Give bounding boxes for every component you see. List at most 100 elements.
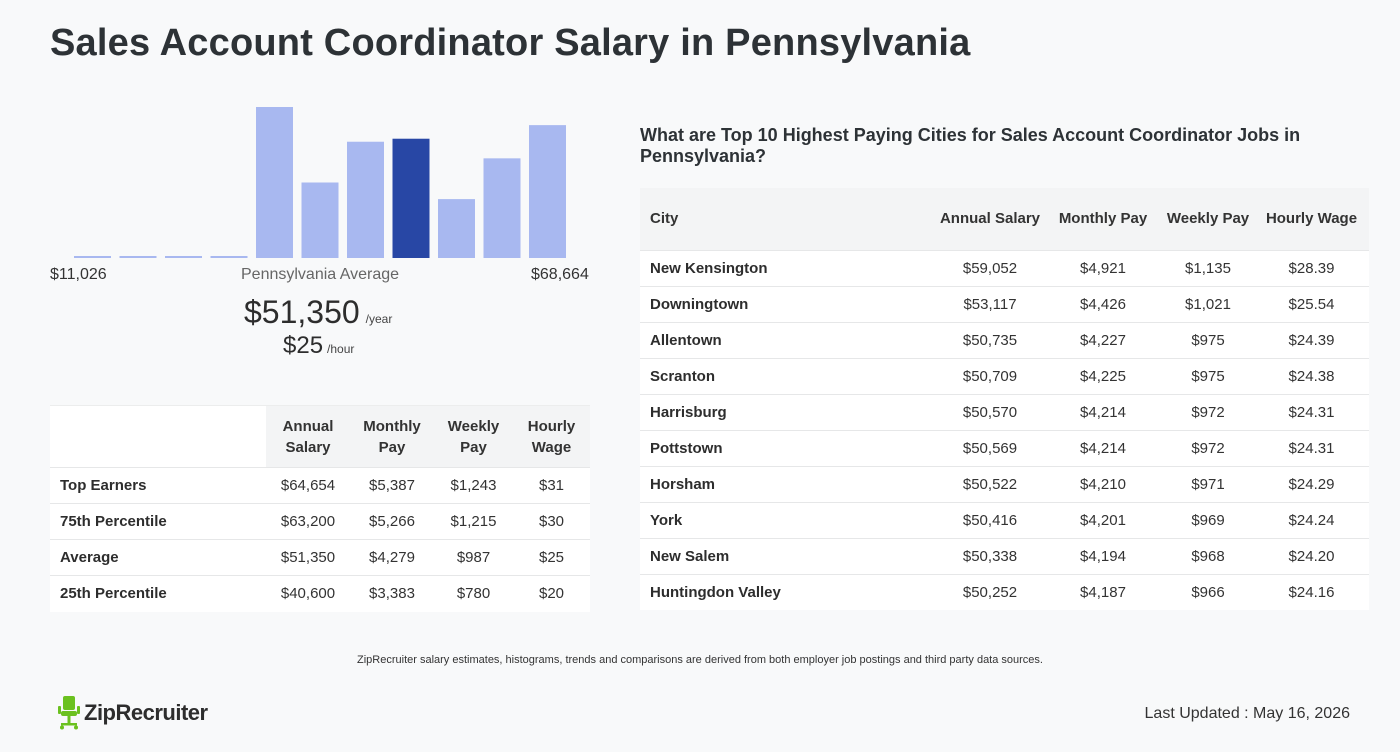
cities-table-body: New Kensington $59,052 $4,921 $1,135 $28.39 D…	[640, 250, 1369, 610]
monthly-pay: $5,387	[369, 477, 415, 494]
monthly-pay: $4,279	[369, 549, 415, 566]
last-updated: Last Updated : May 16, 2026	[1144, 705, 1350, 722]
city-name: Horsham	[650, 475, 716, 493]
table-row: Harrisburg $50,570 $4,214 $972 $24.31	[640, 394, 1369, 430]
histogram-bar	[438, 199, 475, 258]
header-blank	[50, 405, 266, 468]
logo-text: ZipRecruiter	[84, 700, 208, 725]
table-row: 75th Percentile $63,200 $5,266 $1,215 $30	[50, 503, 590, 540]
monthly-pay: $4,426	[1080, 295, 1126, 313]
average-hourly-value: $25	[283, 332, 324, 359]
header-weekly-pay: Weekly Pay	[434, 405, 513, 468]
weekly-pay: $780	[456, 585, 491, 603]
annual-salary: $64,654	[280, 477, 336, 494]
table-row: 25th Percentile $40,600 $3,383 $780 $20	[50, 575, 590, 612]
histogram-bar-average	[392, 138, 430, 258]
annual-salary: $50,735	[962, 331, 1018, 349]
weekly-pay: $969	[1191, 511, 1225, 529]
annual-salary: $50,522	[962, 475, 1018, 493]
hourly-wage: $20	[538, 585, 565, 603]
histogram-bar	[347, 141, 384, 258]
histogram-bar	[119, 256, 157, 258]
city-name: Pottstown	[650, 439, 723, 457]
monthly-pay: $4,214	[1080, 403, 1126, 421]
annual-salary: $63,200	[280, 513, 336, 530]
hourly-wage: $31	[538, 477, 565, 494]
city-name: Downingtown	[650, 295, 749, 313]
weekly-pay: $968	[1191, 547, 1225, 565]
city-name: Scranton	[650, 367, 716, 385]
percentile-table-header: Annual Salary Monthly Pay Weekly Pay Hou…	[50, 405, 590, 468]
table-row: Allentown $50,735 $4,227 $975 $24.39	[640, 322, 1369, 358]
weekly-pay: $1,243	[450, 477, 497, 494]
annual-salary: $51,350	[280, 549, 336, 566]
histogram-bar	[74, 256, 111, 258]
chair-icon	[58, 696, 80, 730]
average-hourly-unit: /hour	[327, 342, 355, 356]
hourly-wage: $24.29	[1288, 475, 1335, 493]
salary-histogram	[50, 100, 590, 260]
table-row: Scranton $50,709 $4,225 $975 $24.38	[640, 358, 1369, 394]
city-name: Allentown	[650, 331, 722, 349]
monthly-pay: $4,201	[1080, 511, 1126, 529]
header-hourly-wage: Hourly Wage	[1254, 188, 1369, 250]
weekly-pay: $1,021	[1185, 295, 1231, 313]
monthly-pay: $5,266	[369, 513, 415, 530]
hourly-wage: $24.39	[1288, 331, 1335, 349]
weekly-pay: $972	[1191, 403, 1225, 421]
city-name: Huntingdon Valley	[650, 583, 781, 601]
annual-salary: $50,709	[962, 367, 1018, 385]
table-row: New Kensington $59,052 $4,921 $1,135 $28.39	[640, 250, 1369, 286]
average-annual-unit: /year	[365, 312, 393, 326]
hourly-wage: $24.31	[1288, 403, 1335, 421]
header-weekly-pay: Weekly Pay	[1162, 188, 1254, 250]
annual-salary: $40,600	[280, 585, 336, 603]
row-label: Average	[60, 549, 119, 566]
city-name: York	[650, 511, 683, 529]
histogram-min-label: $11,026	[50, 266, 107, 283]
header-monthly-pay: Monthly Pay	[1044, 188, 1162, 250]
monthly-pay: $4,225	[1080, 367, 1126, 385]
annual-salary: $53,117	[963, 295, 1017, 313]
weekly-pay: $972	[1191, 439, 1225, 457]
row-label: 25th Percentile	[60, 585, 167, 603]
histogram-bar	[529, 125, 566, 259]
table-row: Downingtown $53,117 $4,426 $1,021 $25.54	[640, 286, 1369, 322]
monthly-pay: $4,187	[1080, 583, 1126, 601]
header-city: City	[640, 188, 936, 250]
hourly-wage: $24.31	[1288, 439, 1335, 457]
table-row: Average $51,350 $4,279 $987 $25	[50, 539, 590, 576]
cities-table-header: City Annual Salary Monthly Pay Weekly Pa…	[640, 188, 1369, 250]
cities-table: City Annual Salary Monthly Pay Weekly Pa…	[640, 188, 1369, 610]
weekly-pay: $971	[1191, 475, 1225, 493]
disclaimer: ZipRecruiter salary estimates, histogram…	[357, 654, 1043, 666]
hourly-wage: $24.16	[1288, 583, 1335, 601]
row-label: 75th Percentile	[60, 513, 167, 530]
monthly-pay: $4,227	[1080, 331, 1126, 349]
monthly-pay: $3,383	[369, 585, 415, 603]
city-name: Harrisburg	[650, 403, 727, 421]
annual-salary: $50,416	[962, 511, 1018, 529]
histogram-svg	[74, 107, 566, 259]
hourly-wage: $24.24	[1288, 511, 1335, 529]
table-row: Huntingdon Valley $50,252 $4,187 $966 $24.16	[640, 574, 1369, 610]
hourly-wage: $24.20	[1288, 547, 1335, 565]
monthly-pay: $4,921	[1080, 259, 1126, 277]
table-row: York $50,416 $4,201 $969 $24.24	[640, 502, 1369, 538]
average-hourly: $25/hour	[283, 332, 354, 360]
histogram-center-label: Pennsylvania Average	[241, 266, 400, 283]
row-label: Top Earners	[60, 477, 147, 494]
weekly-pay: $975	[1191, 367, 1225, 385]
header-annual-salary: Annual Salary	[266, 405, 350, 468]
ziprecruiter-logo[interactable]: ZipRecruiter	[58, 696, 208, 730]
histogram-bar	[210, 256, 248, 258]
annual-salary: $50,252	[962, 583, 1018, 601]
annual-salary: $50,338	[962, 547, 1018, 565]
weekly-pay: $966	[1191, 583, 1225, 601]
hourly-wage: $28.39	[1288, 259, 1335, 277]
page-title: Sales Account Coordinator Salary in Penn…	[50, 22, 971, 64]
percentile-table: Annual Salary Monthly Pay Weekly Pay Hou…	[50, 405, 590, 612]
annual-salary: $50,569	[962, 439, 1018, 457]
monthly-pay: $4,214	[1080, 439, 1126, 457]
city-name: New Kensington	[650, 259, 768, 277]
